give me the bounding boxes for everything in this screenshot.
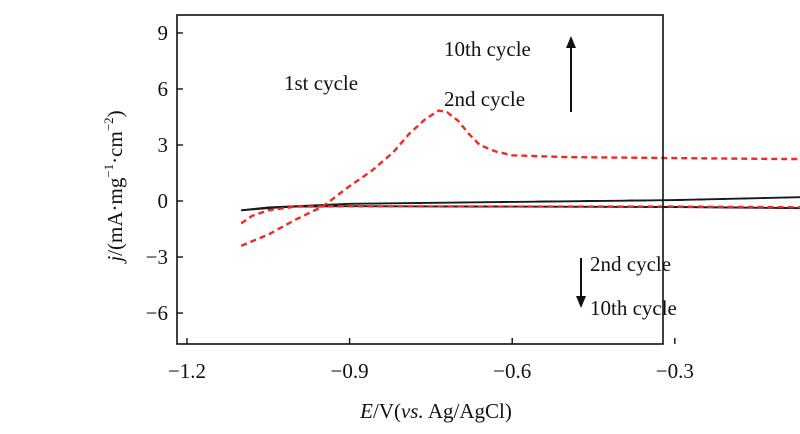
annotation-anodic-10th-cycle: 10th cycle xyxy=(444,37,531,61)
y-tick-label: 6 xyxy=(158,77,169,101)
annotation-cathodic-10th-cycle: 10th cycle xyxy=(590,296,677,320)
y-tick-label: 0 xyxy=(158,189,169,213)
y-tick-label: 9 xyxy=(158,21,169,45)
arrow-down-icon xyxy=(576,258,586,308)
annotation-cathodic-2nd-cycle: 2nd cycle xyxy=(590,252,671,276)
annotation-anodic-2nd-cycle: 2nd cycle xyxy=(444,87,525,111)
x-tick-label: −1.2 xyxy=(168,359,206,383)
x-axis-label: E/V(vs. Ag/AgCl) xyxy=(359,399,512,423)
plot-frame xyxy=(176,14,664,345)
y-tick-label: 3 xyxy=(158,133,169,157)
annotation-1st-cycle: 1st cycle xyxy=(284,71,358,95)
x-tick-label: −0.6 xyxy=(493,359,531,383)
arrow-up-icon xyxy=(566,36,576,112)
y-tick-label: −6 xyxy=(146,301,168,325)
axes xyxy=(176,14,676,345)
y-tick-label: −3 xyxy=(146,245,168,269)
y-axis-label: j/(mA·mg−1·cm−2) xyxy=(101,110,127,264)
x-tick-label: −0.3 xyxy=(656,359,694,383)
x-tick-label: −0.9 xyxy=(331,359,369,383)
plot-area xyxy=(240,109,800,247)
